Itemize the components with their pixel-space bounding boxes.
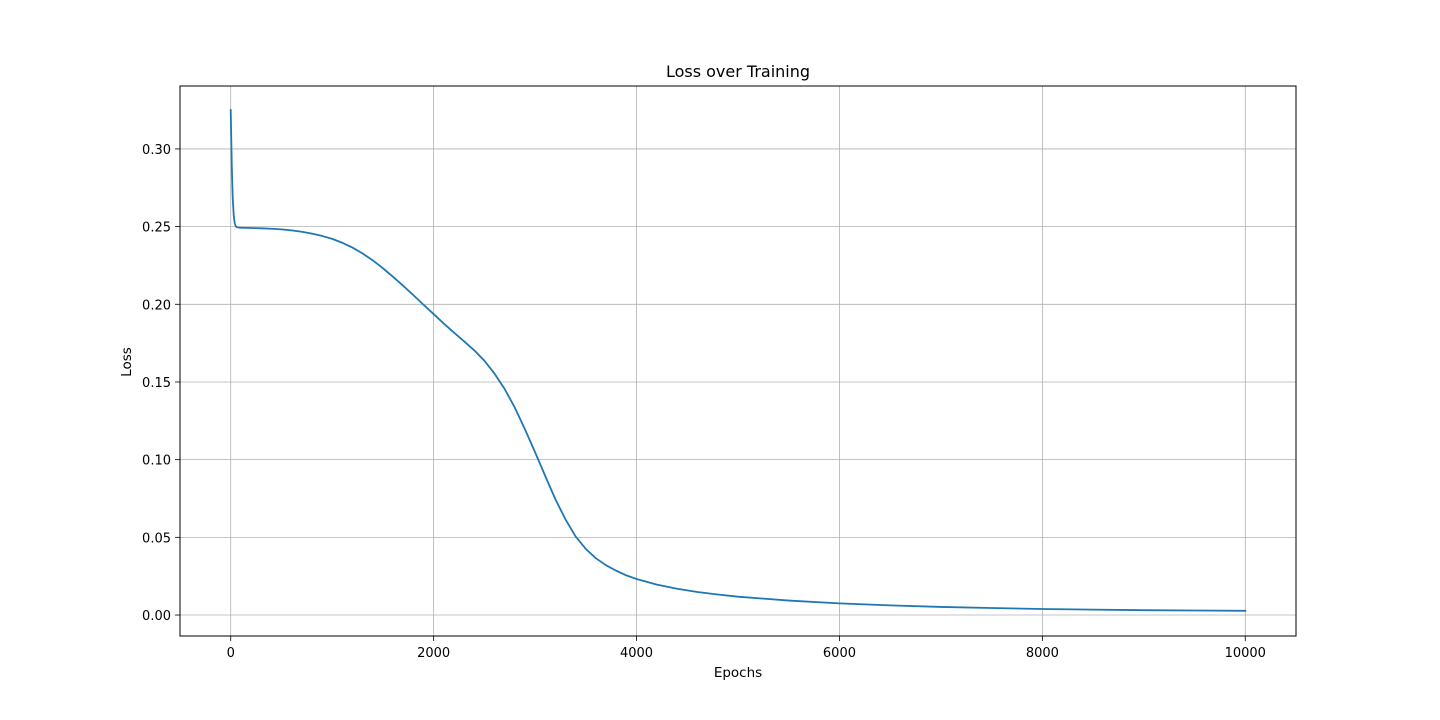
x-tick-label: 10000 — [1225, 646, 1266, 661]
series — [229, 109, 1247, 612]
y-tick-label: 0.20 — [142, 298, 171, 313]
y-tick-label: 0.15 — [142, 376, 171, 391]
x-tick-label: 4000 — [620, 646, 653, 661]
chart-title: Loss over Training — [666, 62, 810, 81]
y-tick-label: 0.05 — [142, 531, 171, 546]
y-tick-label: 0.30 — [142, 143, 171, 158]
y-axis-label: Loss — [119, 347, 135, 377]
plot-frame — [179, 85, 1297, 637]
y-tick-label: 0.00 — [142, 609, 171, 624]
x-axis-label: Epochs — [714, 665, 762, 681]
ticks: 0 2000 4000 6000 8000 10000 0.00 0.05 0.10 0.15 0.… — [142, 143, 1266, 661]
x-tick-label: 0 — [227, 646, 235, 661]
x-tick-label: 2000 — [417, 646, 450, 661]
grid — [180, 86, 1296, 636]
x-tick-label: 8000 — [1026, 646, 1059, 661]
loss-line — [229, 109, 1247, 612]
x-tick-label: 6000 — [823, 646, 856, 661]
y-tick-label: 0.25 — [142, 221, 171, 236]
y-tick-label: 0.10 — [142, 454, 171, 469]
